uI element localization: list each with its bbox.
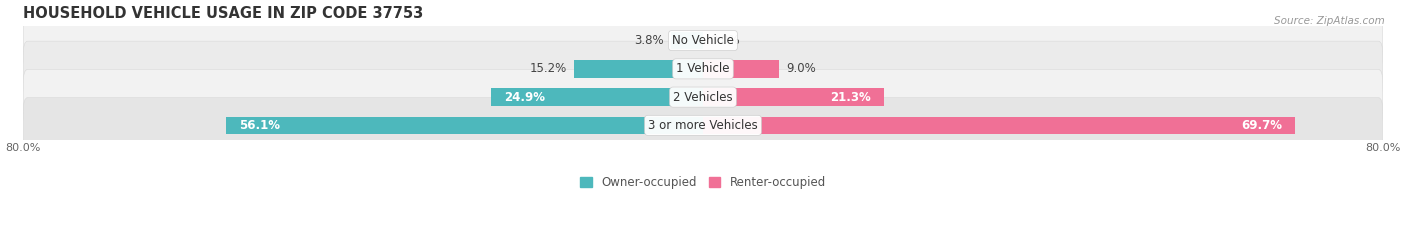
Text: 21.3%: 21.3% — [831, 91, 872, 104]
Text: 9.0%: 9.0% — [786, 62, 815, 75]
Bar — [574, 60, 703, 78]
Text: HOUSEHOLD VEHICLE USAGE IN ZIP CODE 37753: HOUSEHOLD VEHICLE USAGE IN ZIP CODE 3775… — [24, 6, 423, 21]
Text: 24.9%: 24.9% — [505, 91, 546, 104]
Bar — [703, 116, 1295, 134]
Bar — [703, 88, 884, 106]
Text: 69.7%: 69.7% — [1241, 119, 1282, 132]
FancyBboxPatch shape — [24, 98, 1382, 153]
Text: 1 Vehicle: 1 Vehicle — [676, 62, 730, 75]
Legend: Owner-occupied, Renter-occupied: Owner-occupied, Renter-occupied — [575, 171, 831, 194]
Text: 15.2%: 15.2% — [530, 62, 567, 75]
Text: 3 or more Vehicles: 3 or more Vehicles — [648, 119, 758, 132]
FancyBboxPatch shape — [24, 13, 1382, 68]
FancyBboxPatch shape — [24, 69, 1382, 125]
Bar — [226, 116, 703, 134]
Text: 0.0%: 0.0% — [710, 34, 740, 47]
Text: 3.8%: 3.8% — [634, 34, 664, 47]
Text: No Vehicle: No Vehicle — [672, 34, 734, 47]
FancyBboxPatch shape — [24, 41, 1382, 96]
Text: 56.1%: 56.1% — [239, 119, 280, 132]
Bar — [492, 88, 703, 106]
Bar — [703, 60, 779, 78]
Text: Source: ZipAtlas.com: Source: ZipAtlas.com — [1274, 16, 1385, 26]
Bar — [671, 32, 703, 49]
Text: 2 Vehicles: 2 Vehicles — [673, 91, 733, 104]
